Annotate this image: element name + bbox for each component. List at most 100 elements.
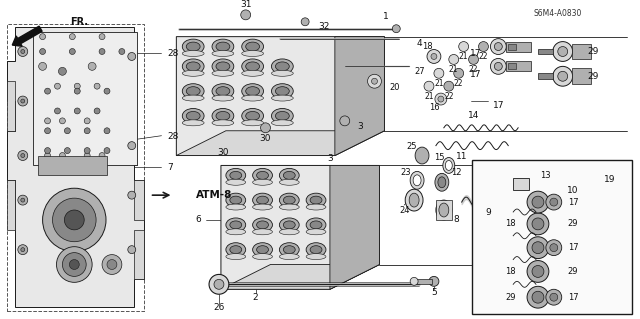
Circle shape [128, 246, 136, 254]
Circle shape [209, 274, 229, 294]
Ellipse shape [284, 246, 295, 254]
Circle shape [444, 81, 454, 91]
Text: 18: 18 [506, 267, 516, 276]
Ellipse shape [182, 95, 204, 101]
Circle shape [564, 189, 575, 201]
Circle shape [550, 181, 562, 193]
Text: 32: 32 [318, 22, 330, 31]
Ellipse shape [182, 50, 204, 56]
Bar [572, 68, 591, 84]
Circle shape [21, 99, 25, 103]
Circle shape [301, 18, 309, 26]
Text: 18: 18 [422, 42, 432, 51]
Circle shape [340, 116, 349, 126]
Text: 17: 17 [568, 293, 579, 302]
Circle shape [45, 118, 51, 124]
Circle shape [429, 276, 439, 286]
Text: ATM-8: ATM-8 [196, 190, 232, 200]
Ellipse shape [280, 193, 299, 207]
Text: 27: 27 [414, 67, 425, 76]
Circle shape [553, 41, 573, 62]
Bar [508, 63, 516, 69]
Circle shape [40, 48, 45, 55]
Circle shape [104, 148, 110, 153]
Circle shape [60, 152, 65, 159]
Ellipse shape [226, 243, 246, 256]
Ellipse shape [257, 246, 269, 254]
Bar [508, 44, 516, 49]
Ellipse shape [216, 62, 230, 71]
Ellipse shape [310, 221, 322, 229]
Circle shape [527, 213, 549, 235]
Circle shape [449, 55, 459, 64]
Ellipse shape [242, 50, 264, 56]
Ellipse shape [306, 193, 326, 207]
Circle shape [454, 68, 463, 78]
Circle shape [241, 10, 251, 20]
Ellipse shape [212, 120, 234, 126]
Text: 8: 8 [454, 215, 460, 225]
Circle shape [431, 54, 437, 59]
Circle shape [52, 198, 96, 242]
Circle shape [45, 88, 51, 94]
Circle shape [45, 152, 51, 159]
Circle shape [18, 96, 28, 106]
Text: 28: 28 [168, 49, 179, 58]
Text: 30: 30 [217, 148, 228, 157]
Circle shape [45, 128, 51, 134]
Ellipse shape [216, 42, 230, 51]
Circle shape [40, 34, 45, 40]
Ellipse shape [226, 179, 246, 185]
Circle shape [69, 34, 76, 40]
Ellipse shape [226, 204, 246, 210]
Text: 21: 21 [449, 65, 458, 74]
Bar [506, 41, 531, 51]
FancyArrow shape [12, 26, 42, 46]
Ellipse shape [284, 196, 295, 204]
Ellipse shape [257, 171, 269, 179]
Circle shape [74, 83, 80, 89]
Polygon shape [335, 37, 385, 156]
Circle shape [424, 81, 434, 91]
Ellipse shape [280, 204, 299, 210]
Text: 3: 3 [358, 122, 364, 131]
Circle shape [546, 194, 562, 210]
Circle shape [102, 255, 122, 274]
Circle shape [63, 253, 86, 276]
Circle shape [546, 289, 562, 305]
Text: S6M4-A0830: S6M4-A0830 [534, 9, 582, 19]
Ellipse shape [186, 62, 200, 71]
Circle shape [527, 237, 549, 259]
Ellipse shape [212, 50, 234, 56]
Ellipse shape [230, 171, 242, 179]
Ellipse shape [226, 168, 246, 182]
Bar [572, 44, 591, 59]
Circle shape [527, 261, 549, 282]
Circle shape [21, 153, 25, 158]
Text: 29: 29 [588, 47, 599, 56]
Ellipse shape [306, 204, 326, 210]
Circle shape [119, 48, 125, 55]
Ellipse shape [182, 70, 204, 76]
Circle shape [410, 278, 418, 285]
Ellipse shape [226, 218, 246, 232]
Ellipse shape [253, 254, 273, 260]
Circle shape [558, 71, 568, 81]
Ellipse shape [182, 108, 204, 123]
Circle shape [18, 151, 28, 160]
Circle shape [65, 128, 70, 134]
Polygon shape [134, 230, 143, 279]
Circle shape [434, 68, 444, 78]
Ellipse shape [405, 189, 423, 211]
Circle shape [21, 49, 25, 54]
Ellipse shape [216, 87, 230, 96]
Text: 6: 6 [195, 215, 201, 225]
Ellipse shape [436, 200, 452, 220]
Circle shape [69, 260, 79, 270]
Circle shape [532, 291, 544, 303]
Ellipse shape [186, 87, 200, 96]
Text: 25: 25 [407, 142, 417, 151]
Text: 30: 30 [260, 134, 271, 143]
Text: 24: 24 [399, 205, 410, 214]
Polygon shape [177, 37, 385, 156]
